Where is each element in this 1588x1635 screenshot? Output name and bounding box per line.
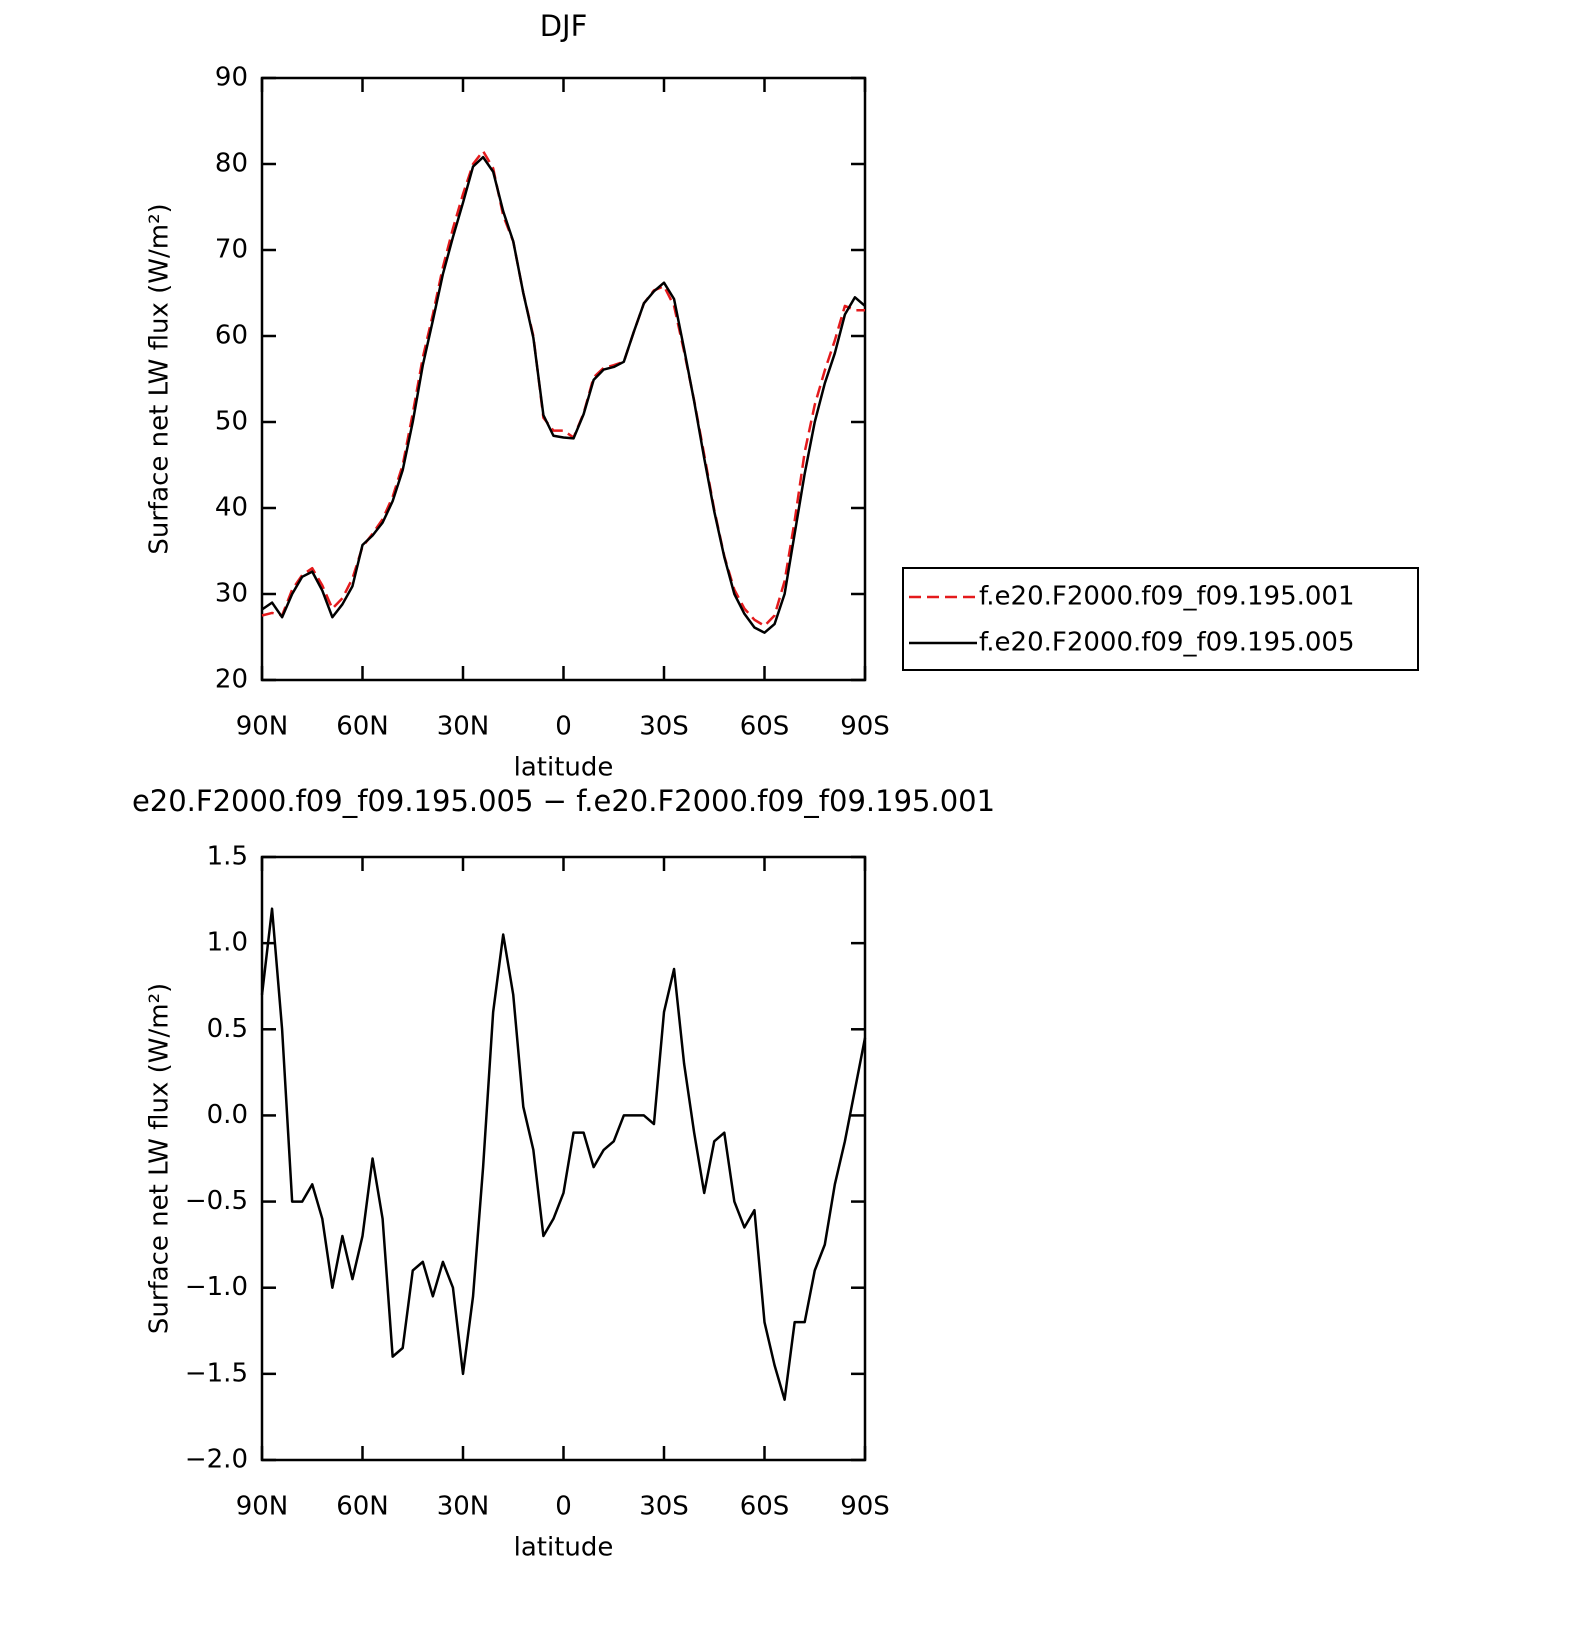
legend-label: f.e20.F2000.f09_f09.195.005 (979, 628, 1355, 658)
x-tick-label: 30N (437, 1492, 490, 1522)
y-tick-label: −2.0 (185, 1445, 248, 1475)
y-axis-label: Surface net LW flux (W/m²) (145, 203, 175, 554)
data-line (260, 907, 867, 1401)
y-tick-label: −1.0 (185, 1272, 248, 1302)
y-tick-label: 1.5 (207, 842, 248, 872)
data-line (261, 149, 865, 628)
x-axis-label: latitude (514, 753, 614, 783)
y-tick-label: 70 (215, 235, 248, 265)
y-tick-label: 1.0 (207, 928, 248, 958)
y-tick-label: 60 (215, 321, 248, 351)
y-tick-label: −1.5 (185, 1358, 248, 1388)
y-tick-label: 30 (215, 579, 248, 609)
x-tick-label: 90S (840, 712, 890, 742)
legend-box (902, 567, 1419, 671)
x-tick-label: 0 (555, 712, 572, 742)
x-tick-label: 30S (639, 1492, 689, 1522)
y-tick-label: 0.0 (207, 1100, 248, 1130)
y-tick-label: 90 (215, 63, 248, 93)
x-tick-label: 90S (840, 1492, 890, 1522)
data-line (261, 155, 866, 634)
y-tick-label: −0.5 (185, 1186, 248, 1216)
chart-title: e20.F2000.f09_f09.195.005 − f.e20.F2000.… (132, 784, 995, 818)
y-tick-label: 40 (215, 493, 248, 523)
x-tick-label: 60S (740, 712, 790, 742)
chart-title: DJF (540, 9, 588, 43)
x-tick-label: 30N (437, 712, 490, 742)
x-tick-label: 60S (740, 1492, 790, 1522)
y-tick-label: 0.5 (207, 1014, 248, 1044)
x-tick-label: 60N (336, 712, 389, 742)
x-tick-label: 30S (639, 712, 689, 742)
y-tick-label: 80 (215, 149, 248, 179)
y-tick-label: 50 (215, 407, 248, 437)
legend-label: f.e20.F2000.f09_f09.195.001 (979, 582, 1355, 612)
x-tick-label: 60N (336, 1492, 389, 1522)
y-tick-label: 20 (215, 665, 248, 695)
x-axis-label: latitude (514, 1533, 614, 1563)
plot-frame (260, 76, 867, 682)
x-tick-label: 90N (236, 1492, 289, 1522)
x-tick-label: 90N (236, 712, 289, 742)
x-tick-label: 0 (555, 1492, 572, 1522)
y-axis-label: Surface net LW flux (W/m²) (145, 983, 175, 1334)
